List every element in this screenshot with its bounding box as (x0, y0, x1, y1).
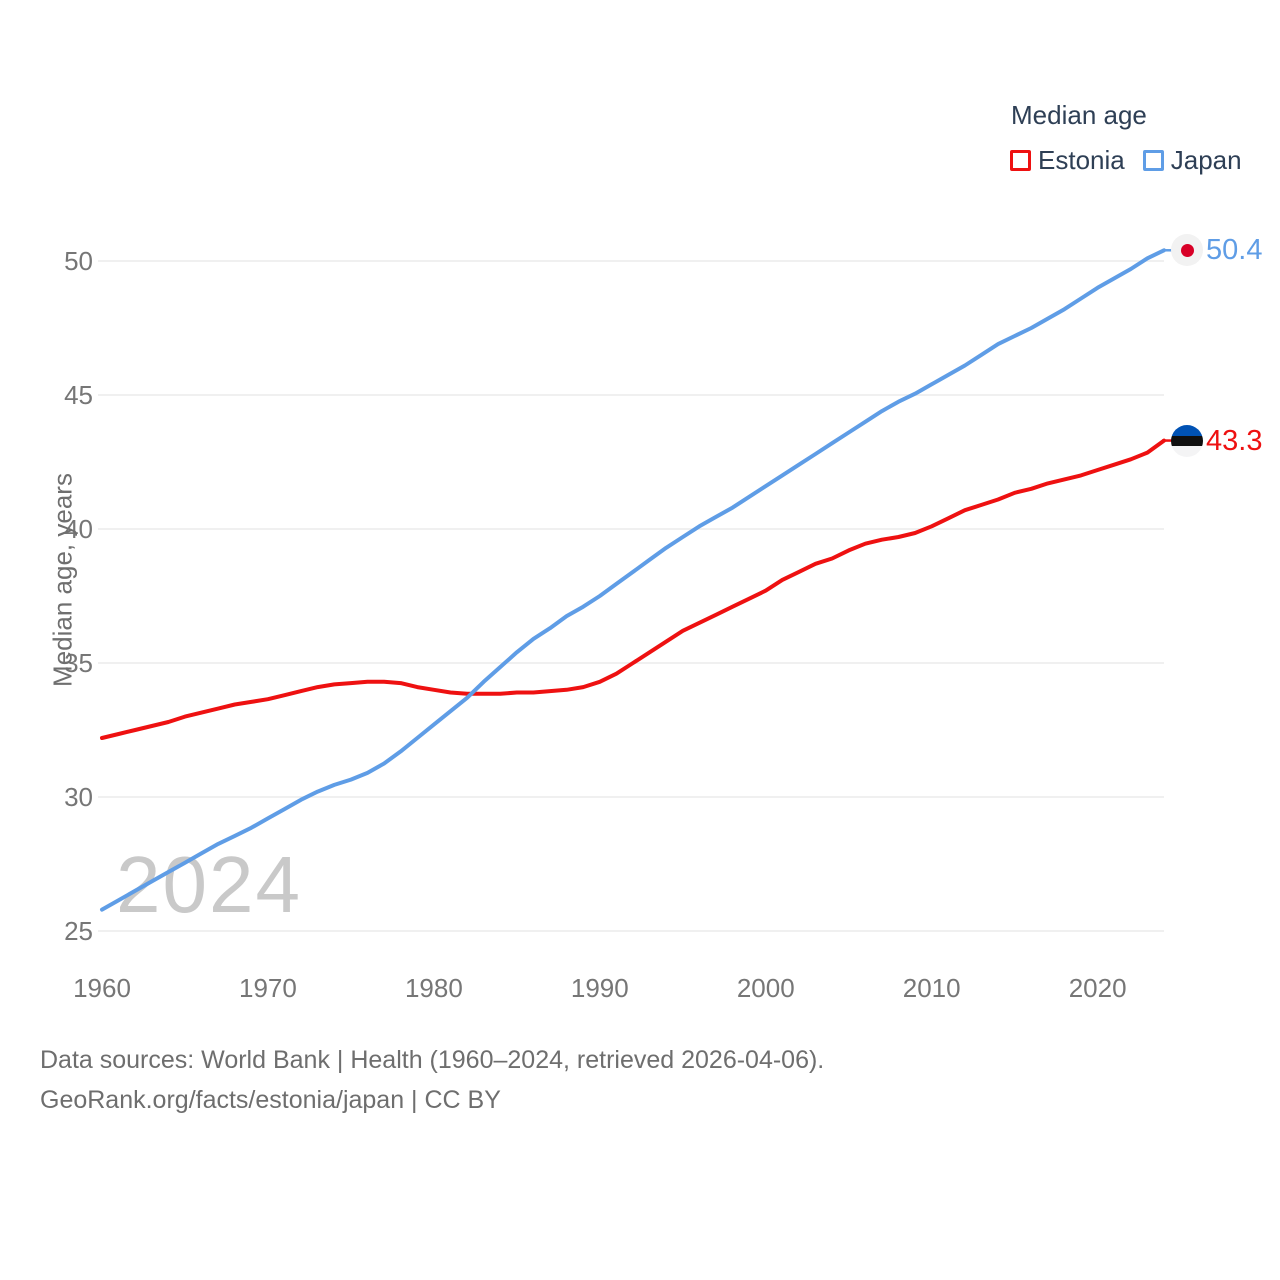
x-tick-label-1970: 1970 (239, 973, 297, 1003)
legend-item-estonia[interactable]: Estonia (1010, 145, 1125, 176)
y-tick-label-40: 40 (64, 514, 93, 544)
legend-label-japan: Japan (1170, 145, 1242, 175)
japan-flag-icon (1171, 234, 1203, 267)
y-axis-title: Median age, years (47, 473, 78, 687)
japan-end-value: 50.4 (1206, 234, 1263, 267)
x-tick-label-2020: 2020 (1069, 973, 1127, 1003)
y-tick-label-50: 50 (64, 246, 93, 276)
y-tick-label-30: 30 (64, 782, 93, 812)
legend-item-japan[interactable]: Japan (1142, 145, 1242, 176)
x-tick-label-1990: 1990 (571, 973, 629, 1003)
x-tick-label-1960: 1960 (73, 973, 131, 1003)
legend-title: Median age (1011, 100, 1147, 130)
footer-data-sources: Data sources: World Bank | Health (1960–… (40, 1046, 825, 1074)
x-tick-label-2000: 2000 (737, 973, 795, 1003)
y-tick-label-45: 45 (64, 380, 93, 410)
legend-label-estonia: Estonia (1038, 145, 1125, 175)
japan-line (100, 248, 1166, 912)
legend-items: Estonia Japan (1010, 145, 1242, 176)
legend: Median age Estonia Japan (1010, 100, 1242, 176)
estonia-end-value: 43.3 (1206, 424, 1263, 457)
estonia-swatch-icon (1010, 150, 1031, 171)
japan-flag-dot (1180, 243, 1194, 257)
y-tick-label-35: 35 (64, 648, 93, 678)
x-tick-label-1980: 1980 (405, 973, 463, 1003)
y-tick-label-25: 25 (64, 916, 93, 946)
x-tick-label-2010: 2010 (903, 973, 961, 1003)
footer-attribution: GeoRank.org/facts/estonia/japan | CC BY (40, 1086, 501, 1114)
japan-swatch-icon (1142, 150, 1164, 171)
estonia-flag-icon (1171, 424, 1203, 457)
estonia-line (100, 438, 1166, 740)
